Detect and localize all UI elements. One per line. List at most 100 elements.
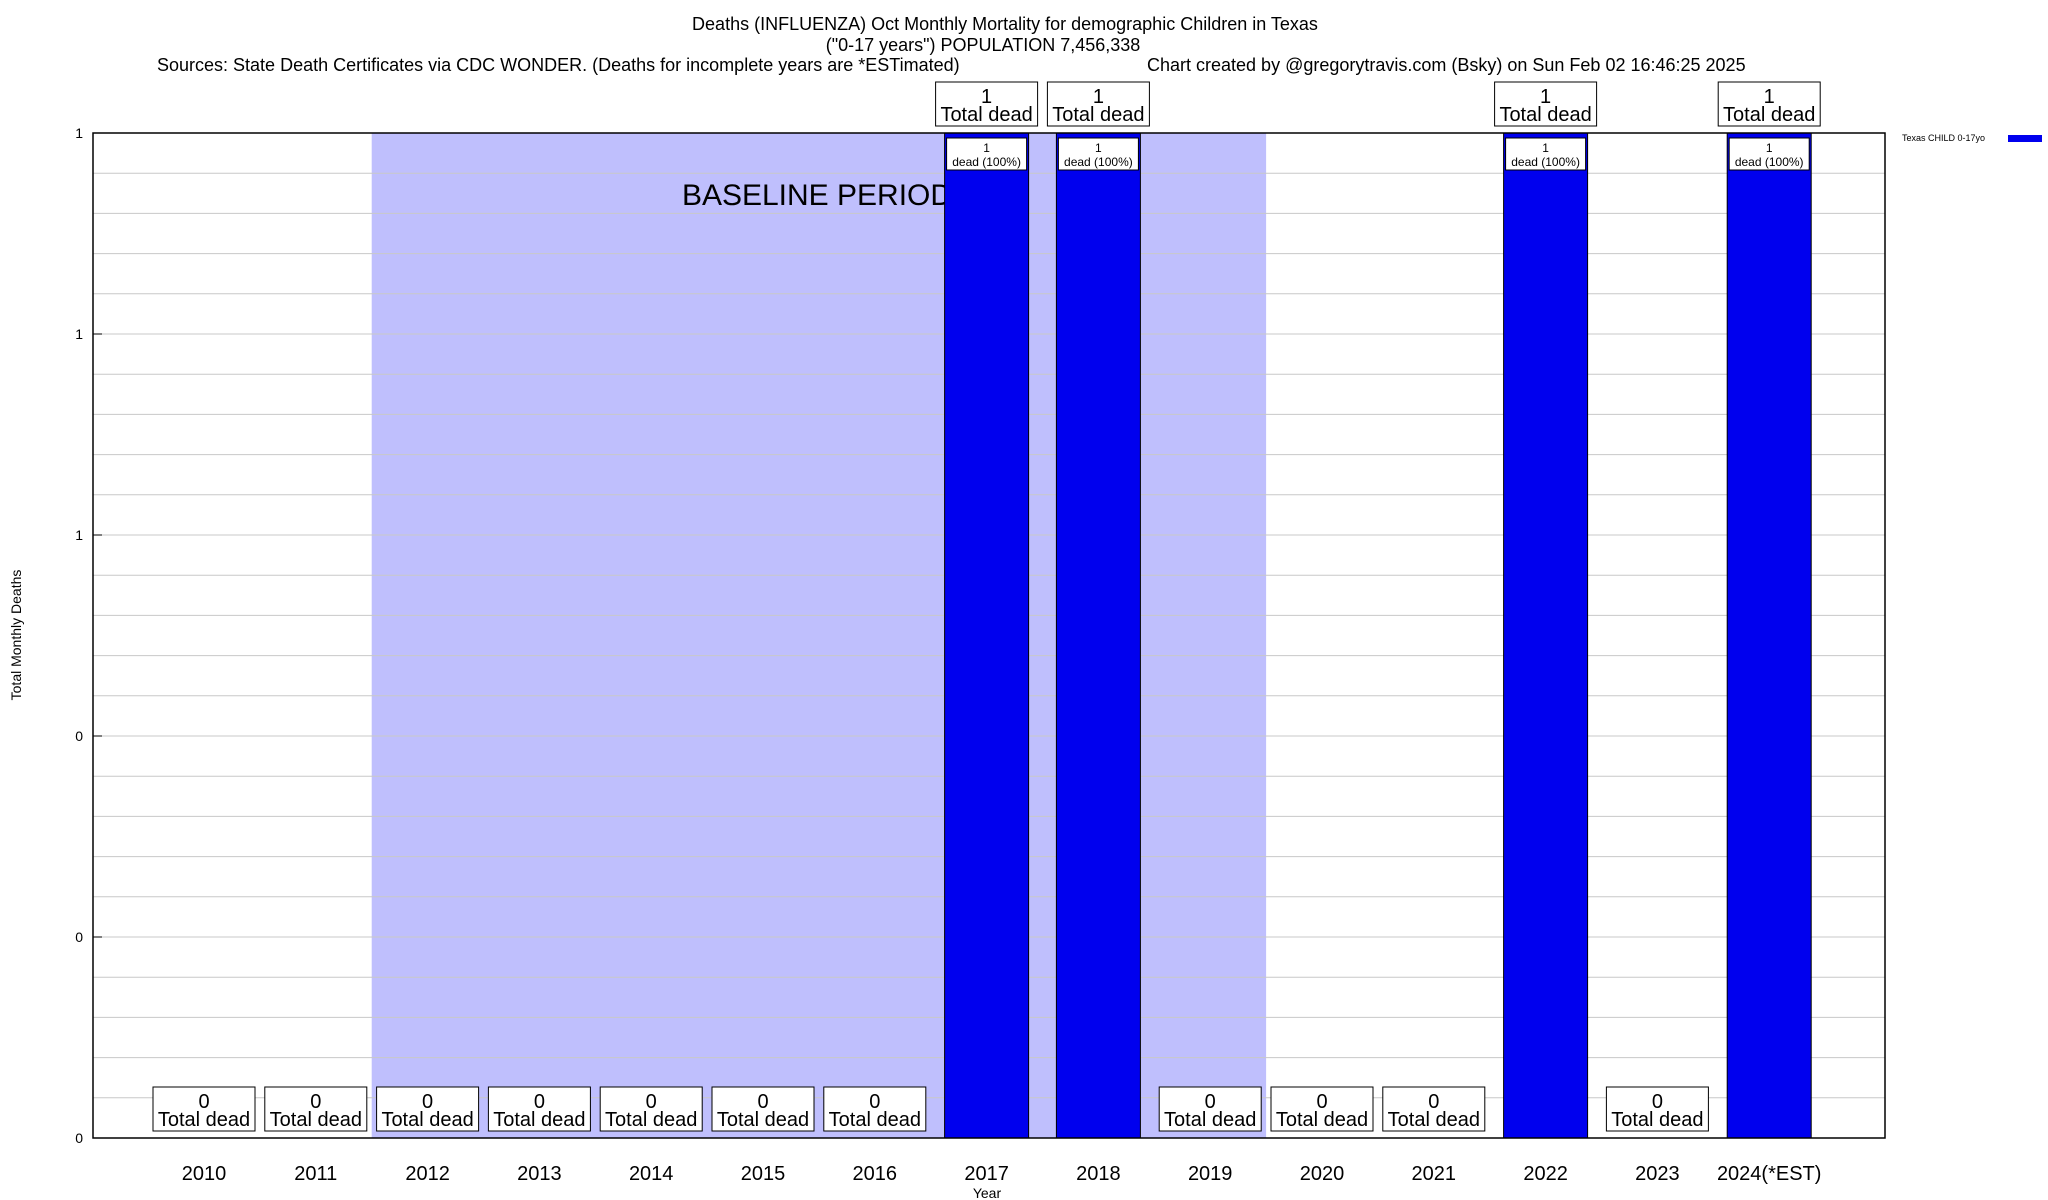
x-tick-label: 2012 (405, 1163, 450, 1185)
bar-total-label-box (264, 1086, 368, 1132)
bar-inner-label-text: dead (100%) (1511, 155, 1580, 169)
bar-total-label-box (1717, 81, 1821, 127)
y-tick-label: 1 (75, 527, 83, 543)
x-tick-label: 2019 (1188, 1163, 1233, 1185)
bar-inner-label-count: 1 (1542, 141, 1549, 155)
bar-total-label-box (1494, 81, 1598, 127)
bar-total-label-text: Total dead (1164, 1109, 1256, 1131)
x-tick-label: 2014 (629, 1163, 674, 1185)
x-tick-label: 2013 (517, 1163, 562, 1185)
x-tick-label: 2022 (1523, 1163, 1568, 1185)
bar-inner-label-text: dead (100%) (1064, 155, 1133, 169)
bar-total-label-text: Total dead (381, 1109, 473, 1131)
bar (944, 132, 1030, 1139)
chart-sources: Sources: State Death Certificates via CD… (157, 55, 960, 75)
bar-total-label-text: Total dead (1276, 1109, 1368, 1131)
bar-total-label-text: Total dead (158, 1109, 250, 1131)
bar-total-label-text: Total dead (940, 104, 1032, 126)
bar-total-label-box (152, 1086, 256, 1132)
bar-total-label-box (1158, 1086, 1262, 1132)
bar (1726, 132, 1812, 1139)
bar-total-label-count: 1 (1764, 86, 1775, 108)
bar-total-label-count: 0 (422, 1091, 433, 1113)
bar-total-label-box (1270, 1086, 1374, 1132)
bar-total-label-count: 1 (981, 86, 992, 108)
bar-total-label-box (1605, 1086, 1709, 1132)
x-tick-label: 2017 (964, 1163, 1009, 1185)
plot-frame (92, 132, 1886, 1139)
y-tick-label: 0 (75, 1130, 83, 1146)
bar-total-label-text: Total dead (1499, 104, 1591, 126)
x-tick-label: 2021 (1412, 1163, 1457, 1185)
bar-total-label-count: 0 (869, 1091, 880, 1113)
bar-total-label-text: Total dead (1723, 104, 1815, 126)
bar-total-label-box (823, 1086, 927, 1132)
x-tick-label: 2024(*EST) (1717, 1163, 1822, 1185)
chart-credit: Chart created by @gregorytravis.com (Bsk… (1147, 55, 1746, 75)
bar-inner-label-text: dead (100%) (1735, 155, 1804, 169)
y-tick-label: 0 (75, 728, 83, 744)
bar-total-label-box (711, 1086, 815, 1132)
chart-subtitle: ("0-17 years") POPULATION 7,456,338 (826, 35, 1141, 55)
bar-inner-label-count: 1 (1766, 141, 1773, 155)
bar-total-label-text: Total dead (1388, 1109, 1480, 1131)
bar-inner-label-text: dead (100%) (952, 155, 1021, 169)
legend-entry-label: Texas CHILD 0-17yo (1902, 133, 1985, 143)
x-tick-label: 2016 (853, 1163, 898, 1185)
x-tick-label: 2020 (1300, 1163, 1345, 1185)
bar-total-label-count: 0 (534, 1091, 545, 1113)
legend-swatch (2008, 135, 2042, 142)
bar-total-label-count: 1 (1093, 86, 1104, 108)
bar-inner-label-count: 1 (983, 141, 990, 155)
x-axis-label: Year (973, 1185, 1002, 1200)
bar (1503, 132, 1589, 1139)
bar-total-label-count: 0 (1652, 1091, 1663, 1113)
chart-title: Deaths (INFLUENZA) Oct Monthly Mortality… (692, 14, 1318, 34)
bar-total-label-text: Total dead (270, 1109, 362, 1131)
baseline-period-label: BASELINE PERIOD (682, 179, 952, 212)
bar (1055, 132, 1141, 1139)
bar-inner-label-box (1057, 137, 1139, 171)
x-tick-label: 2023 (1635, 1163, 1680, 1185)
bar-total-label-count: 0 (198, 1091, 209, 1113)
bar-total-label-box (1046, 81, 1150, 127)
bar-inner-label-count: 1 (1095, 141, 1102, 155)
bar-total-label-count: 1 (1540, 86, 1551, 108)
bar-total-label-text: Total dead (493, 1109, 585, 1131)
y-axis-label: Total Monthly Deaths (8, 570, 24, 701)
bar-total-label-count: 0 (1205, 1091, 1216, 1113)
bar-total-label-count: 0 (757, 1091, 768, 1113)
x-tick-label: 2018 (1076, 1163, 1121, 1185)
bar-inner-label-box (1505, 137, 1587, 171)
x-tick-label: 2010 (182, 1163, 227, 1185)
bar-total-label-box (599, 1086, 703, 1132)
bar-inner-label-box (946, 137, 1028, 171)
bar-total-label-count: 0 (646, 1091, 657, 1113)
bar-total-label-count: 0 (1316, 1091, 1327, 1113)
bar-total-label-text: Total dead (717, 1109, 809, 1131)
bar-total-label-text: Total dead (1052, 104, 1144, 126)
bar-total-label-text: Total dead (1611, 1109, 1703, 1131)
bar-total-label-box (487, 1086, 591, 1132)
bar-total-label-box (376, 1086, 480, 1132)
bar-total-label-box (1382, 1086, 1486, 1132)
